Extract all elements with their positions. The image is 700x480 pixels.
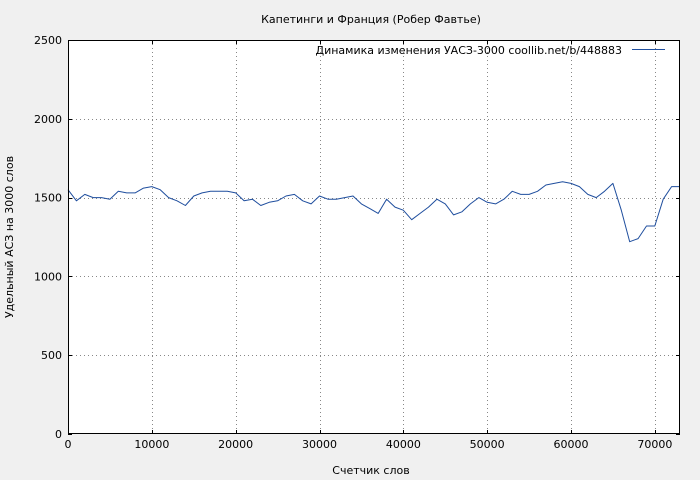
legend: Динамика изменения УАСЗ-3000 coollib.net… <box>316 44 665 57</box>
plot-frame <box>68 40 680 434</box>
y-tick-label: 0 <box>55 428 62 441</box>
x-axis-label: Счетчик слов <box>332 464 409 477</box>
series-line-0 <box>67 181 680 243</box>
x-tick-label: 10000 <box>134 438 169 451</box>
legend-label: Динамика изменения УАСЗ-3000 coollib.net… <box>316 44 623 57</box>
ticks: 0 10000 20000 30000 40000 50000 60000 70000 0 500… <box>34 34 680 451</box>
y-tick-label: 500 <box>41 349 62 362</box>
plot-background <box>68 40 680 434</box>
chart-title: Капетинги и Франция (Робер Фавтье) <box>261 13 481 26</box>
x-tick-label: 60000 <box>554 438 589 451</box>
series-layer <box>67 181 680 243</box>
x-tick-label: 50000 <box>470 438 505 451</box>
y-tick-label: 2000 <box>34 113 62 126</box>
x-tick-label: 20000 <box>218 438 253 451</box>
grid <box>68 40 680 434</box>
y-tick-label: 1500 <box>34 192 62 205</box>
x-tick-label: 0 <box>65 438 72 451</box>
y-tick-label: 1000 <box>34 270 62 283</box>
y-tick-label: 2500 <box>34 34 62 47</box>
y-axis-label: Удельный АСЗ на 3000 слов <box>3 156 16 318</box>
x-tick-label: 40000 <box>386 438 421 451</box>
x-tick-label: 30000 <box>302 438 337 451</box>
x-tick-label: 70000 <box>637 438 672 451</box>
